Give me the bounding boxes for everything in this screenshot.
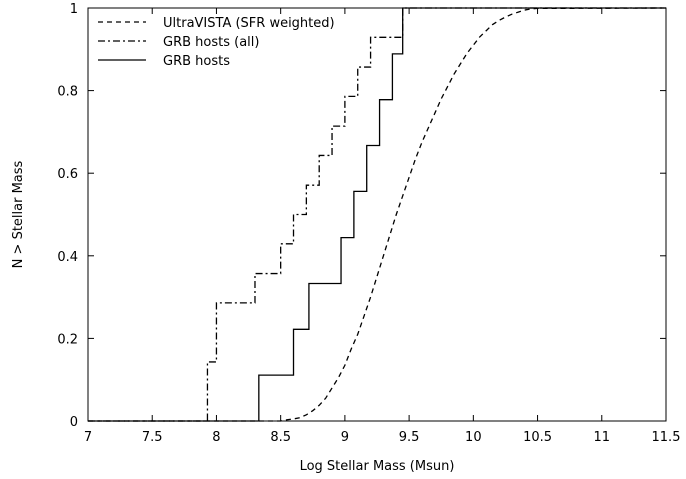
x-tick-label: 10.5: [523, 430, 552, 445]
y-tick-label: 0.4: [57, 250, 78, 265]
legend: UltraVISTA (SFR weighted) GRB hosts (all)…: [98, 16, 335, 69]
x-tick-label: 8: [212, 430, 220, 445]
legend-label-1: GRB hosts (all): [163, 35, 259, 50]
y-axis-title: N > Stellar Mass: [11, 160, 26, 268]
x-tick-label: 9.5: [399, 430, 420, 445]
y-tick-label: 0.2: [57, 332, 78, 347]
x-tick-label: 7: [84, 430, 92, 445]
x-tick-label: 11: [594, 430, 611, 445]
x-tick-label: 8.5: [270, 430, 291, 445]
series-line-2: [88, 7, 666, 422]
y-tick-label: 1: [70, 2, 78, 17]
x-tick-label: 9: [341, 430, 349, 445]
x-tick-label: 11.5: [652, 430, 681, 445]
legend-label-0: UltraVISTA (SFR weighted): [163, 16, 335, 31]
y-tick-label: 0.8: [57, 85, 78, 100]
axis-ticks: 7 7.5 8 8.5 9 9.5 10 10.5 11 11.5 0 0.2 0.4 0.6 0.8 1: [57, 2, 680, 445]
y-tick-label: 0: [70, 415, 78, 430]
legend-label-2: GRB hosts: [163, 54, 230, 69]
plot-frame: [87, 7, 667, 422]
x-tick-label: 10: [465, 430, 482, 445]
x-tick-label: 7.5: [142, 430, 163, 445]
series-line-0: [88, 7, 667, 422]
x-axis-title: Log Stellar Mass (Msun): [300, 459, 455, 474]
plot-lines: [88, 7, 667, 422]
series-line-1: [88, 7, 666, 422]
y-tick-label: 0.6: [57, 167, 78, 182]
